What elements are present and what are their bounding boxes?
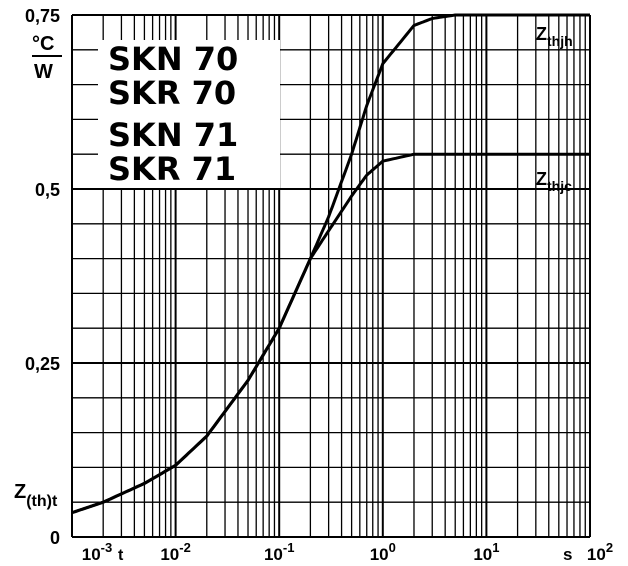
x-tick-base: 10 <box>82 545 101 564</box>
y-unit-denominator: W <box>34 61 53 83</box>
x-tick-exponent: -1 <box>283 540 295 555</box>
series-label-thjc: Zthjc <box>536 169 572 194</box>
y-tick-label-1: 0,25 <box>25 354 60 374</box>
x-tick-exponent: 1 <box>492 540 499 555</box>
y-unit-numerator: °C <box>32 33 54 55</box>
x-tick-label-1: 10-2 <box>160 540 190 564</box>
x-tick-base: 10 <box>264 545 283 564</box>
series-line-thjc <box>71 152 590 515</box>
x-tick-exponent: 0 <box>389 540 396 555</box>
device-label-4: SKR 71 <box>108 150 236 188</box>
series-label-thjh-main: Z <box>536 24 547 44</box>
series-layer <box>71 13 590 515</box>
x-tick-base: 10 <box>160 545 179 564</box>
x-tick-label-2: 10-1 <box>264 540 294 564</box>
series-label-thjh: Zthjh <box>536 24 573 49</box>
x-tick-exponent: -2 <box>179 540 191 555</box>
series-label-thjc-main: Z <box>536 169 547 189</box>
x-unit: s <box>563 545 572 564</box>
device-label-box <box>98 40 280 188</box>
x-tick-exponent: -3 <box>101 540 113 555</box>
x-axis-marker: t <box>118 547 124 564</box>
x-tick-base: 10 <box>370 545 389 564</box>
y-tick-label-0: 0 <box>50 528 60 548</box>
x-tick-label-0: 10-3 <box>82 540 112 564</box>
y-tick-label-2: 0,5 <box>35 180 60 200</box>
series-label-thjh-sub: thjh <box>547 33 573 49</box>
x-tick-label-4: 101 <box>473 540 499 564</box>
y-axis-symbol-sub: (th)t <box>26 493 58 510</box>
y-axis-symbol-main: Z <box>14 481 26 503</box>
y-axis-symbol: Z(th)t <box>14 481 58 510</box>
x-tick-base: 10 <box>587 545 606 564</box>
x-tick-exponent: 2 <box>606 540 613 555</box>
device-label-1: SKN 70 <box>108 40 238 78</box>
device-label-2: SKR 70 <box>108 74 236 112</box>
series-label-thjc-sub: thjc <box>547 178 572 194</box>
y-tick-label-3: 0,75 <box>25 6 60 26</box>
x-tick-base: 10 <box>473 545 492 564</box>
device-label-3: SKN 71 <box>108 116 238 154</box>
x-tick-label-5: 102 <box>587 540 613 564</box>
x-tick-label-3: 100 <box>370 540 396 564</box>
